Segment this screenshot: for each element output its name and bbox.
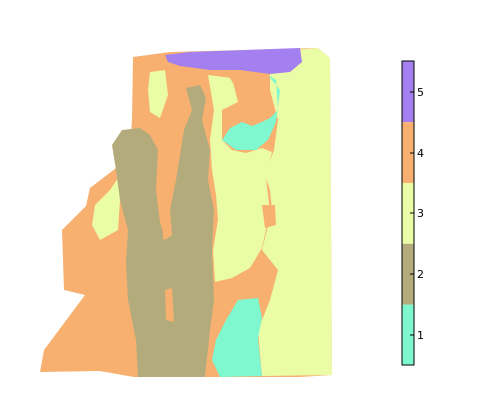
legend-label-2: 2 xyxy=(417,268,424,281)
legend-swatch-3 xyxy=(402,183,414,244)
legend-label-1: 1 xyxy=(417,329,424,342)
region-class-3-north xyxy=(148,70,168,118)
legend: 5 4 3 2 1 xyxy=(401,60,424,366)
region-class-4-patch-a xyxy=(228,72,270,110)
legend-label-5: 5 xyxy=(417,86,424,99)
legend-swatch-2 xyxy=(402,243,414,305)
legend-swatch-5 xyxy=(402,61,414,123)
legend-swatch-1 xyxy=(402,304,414,365)
region-class-3-west xyxy=(92,175,122,240)
region-class-4-patch-b xyxy=(262,205,276,228)
region-class-2-band xyxy=(112,85,214,377)
region-class-4-gap-2 xyxy=(165,288,174,322)
region-class-1-north xyxy=(222,75,280,150)
legend-label-4: 4 xyxy=(417,147,424,160)
region-class-4-gap xyxy=(162,200,170,240)
legend-swatch-4 xyxy=(402,122,414,183)
legend-label-3: 3 xyxy=(417,207,424,220)
region-class-3-east xyxy=(258,48,332,376)
region-class-1-south xyxy=(212,298,262,377)
region-class-3-center xyxy=(208,75,272,282)
region-class-5-north xyxy=(165,48,302,74)
